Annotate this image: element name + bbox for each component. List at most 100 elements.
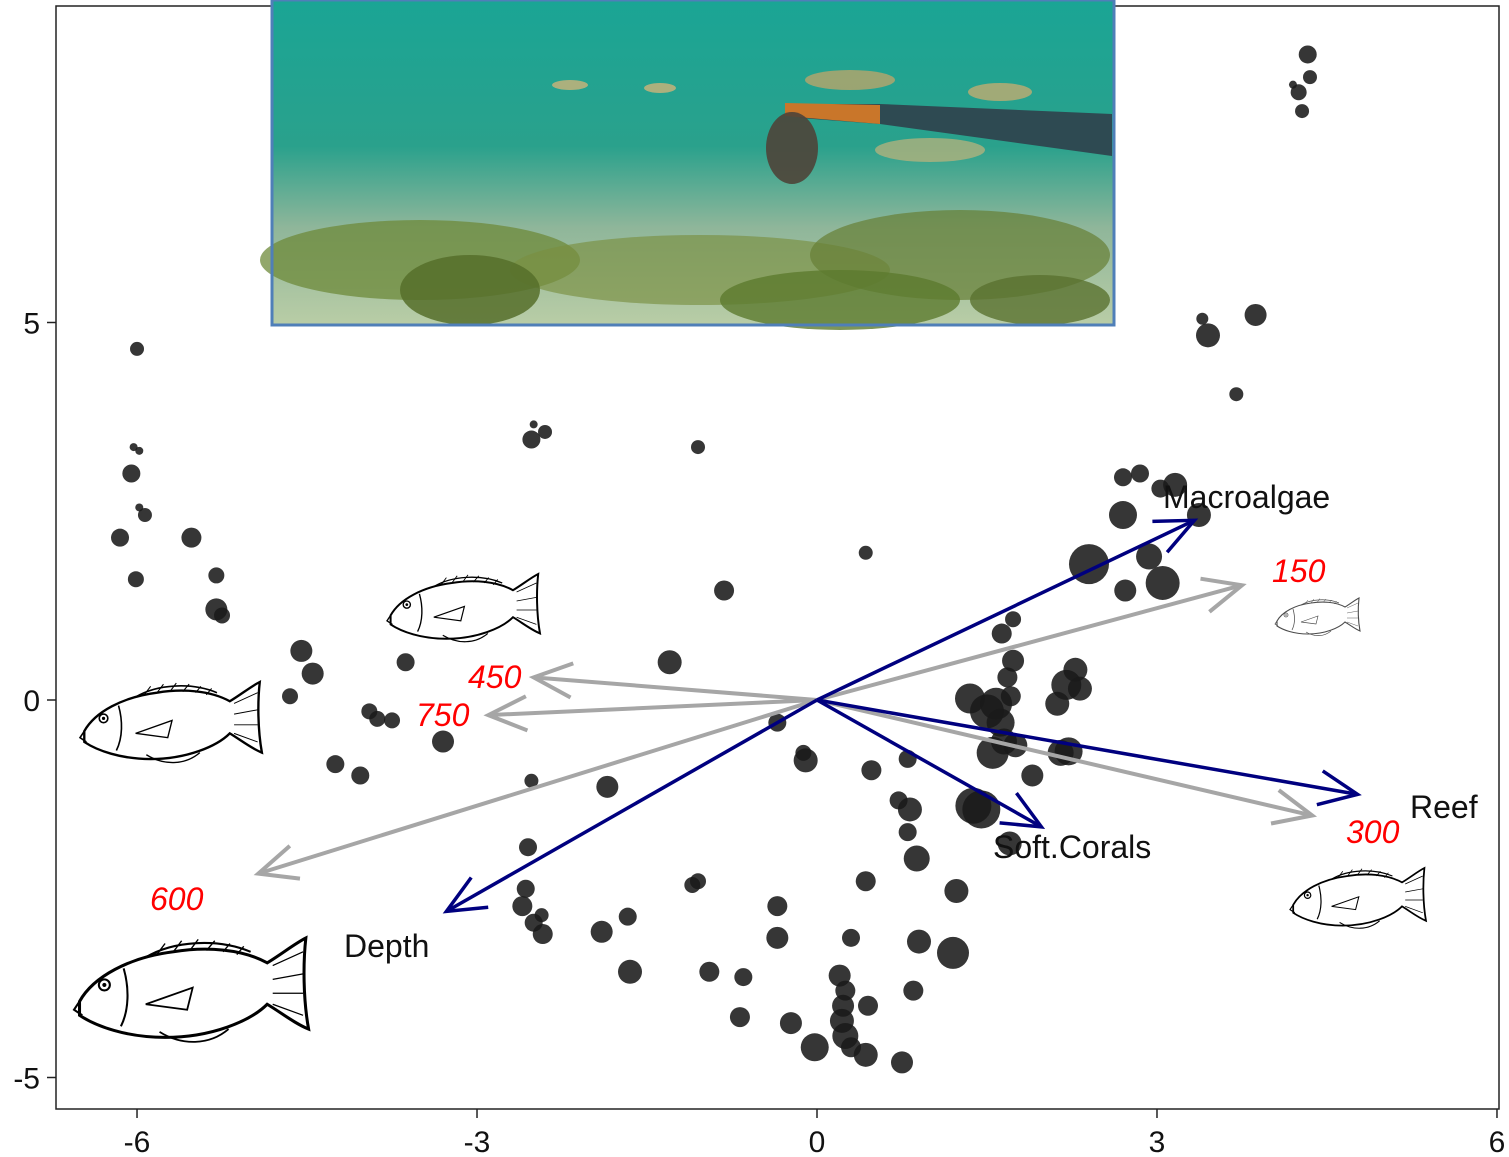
underwater-photo-inset <box>260 0 1116 330</box>
data-point <box>137 508 152 523</box>
data-point <box>906 929 931 954</box>
data-point <box>1067 676 1092 701</box>
data-point <box>793 748 818 773</box>
data-point <box>857 995 878 1016</box>
env-vector-reef-line <box>816 698 1358 797</box>
size-vector-600-line <box>257 698 818 876</box>
y-tick-label: -5 <box>13 1063 40 1096</box>
env-vector-label-soft-corals: Soft.Corals <box>993 829 1151 865</box>
data-point <box>1196 312 1209 325</box>
data-point <box>1063 657 1088 682</box>
size-vector-300-arrowhead <box>1270 788 1318 826</box>
data-point <box>290 639 313 662</box>
data-point <box>351 766 370 785</box>
data-point <box>766 926 789 949</box>
fish-illustration-450-icon <box>386 573 541 643</box>
data-point <box>903 980 924 1001</box>
size-vector-label-600: 600 <box>150 881 204 917</box>
y-tick-label: 0 <box>23 685 40 718</box>
data-point <box>214 607 231 624</box>
fish-illustration-300-icon <box>1289 867 1427 930</box>
size-vector-label-300: 300 <box>1346 814 1400 850</box>
data-point <box>890 1051 913 1074</box>
size-vector-450-line <box>533 675 818 702</box>
x-tick-label: -6 <box>124 1126 151 1157</box>
data-point <box>1302 70 1317 85</box>
data-point <box>1288 80 1297 89</box>
data-point <box>590 920 613 943</box>
data-point <box>800 1033 829 1062</box>
x-tick-label: -3 <box>464 1126 491 1157</box>
data-point <box>944 879 969 904</box>
env-vector-macroalgae-arrowhead <box>1152 518 1199 554</box>
size-vector-600-arrowhead <box>253 844 301 881</box>
data-point <box>519 838 538 857</box>
data-point <box>618 959 643 984</box>
data-point <box>1108 501 1137 530</box>
y-tick-label: 5 <box>23 308 40 341</box>
data-point <box>853 1042 878 1067</box>
data-point <box>991 623 1012 644</box>
env-vector-layer: Macroalgae Reef Soft.Corals Depth <box>344 479 1478 964</box>
size-vector-label-450: 450 <box>468 659 522 695</box>
x-tick-label: 6 <box>1489 1126 1506 1157</box>
data-point <box>369 710 386 727</box>
data-point <box>532 924 553 945</box>
size-vector-300-line <box>816 698 1313 818</box>
data-point <box>729 1007 750 1028</box>
env-vector-depth-arrowhead <box>442 876 489 914</box>
env-vector-label-macroalgae: Macroalgae <box>1163 479 1330 515</box>
data-point <box>512 896 533 917</box>
data-point <box>997 831 1022 856</box>
x-tick-label: 0 <box>809 1126 826 1157</box>
data-point <box>432 730 455 753</box>
x-tick-label: 3 <box>1149 1126 1166 1157</box>
size-vector-150-arrowhead <box>1200 576 1247 614</box>
data-point <box>1298 45 1317 64</box>
size-vector-150-line <box>816 583 1243 702</box>
size-vector-750-line <box>488 698 818 718</box>
data-point <box>1002 649 1025 672</box>
data-point <box>1229 387 1244 402</box>
data-point <box>326 755 345 774</box>
fish-illustration-small-icon <box>1274 597 1361 637</box>
data-point <box>282 688 299 705</box>
data-point <box>524 773 539 788</box>
data-point <box>1045 691 1070 716</box>
data-point <box>538 424 553 439</box>
data-point <box>1136 543 1163 570</box>
data-point <box>127 571 144 588</box>
data-point <box>1244 303 1267 326</box>
data-point <box>903 845 930 872</box>
data-point <box>1130 464 1149 483</box>
data-point <box>1145 565 1180 600</box>
data-point <box>962 790 1001 829</box>
data-point <box>779 1012 802 1035</box>
data-point <box>1295 104 1310 119</box>
env-vector-soft-corals-line <box>816 698 1043 829</box>
data-point <box>1005 611 1022 628</box>
data-point <box>396 653 415 672</box>
data-point <box>1113 468 1132 487</box>
fish-illustration-750-icon <box>78 680 264 764</box>
data-point <box>1163 472 1188 497</box>
data-point <box>858 545 873 560</box>
size-vector-450-arrowhead <box>528 661 574 700</box>
size-vector-label-150: 150 <box>1272 553 1326 589</box>
data-point <box>522 430 541 449</box>
env-vector-reef-arrowhead <box>1316 769 1362 807</box>
data-point <box>841 928 860 947</box>
data-point <box>936 936 969 969</box>
data-point <box>997 667 1018 688</box>
data-point <box>690 873 707 890</box>
data-point <box>767 896 788 917</box>
data-point <box>1114 579 1137 602</box>
fish-illustration-600-icon <box>72 936 311 1044</box>
size-vector-layer: 150 300 450 600 750 <box>150 553 1400 917</box>
data-point <box>208 567 225 584</box>
env-vector-label-depth: Depth <box>344 928 429 964</box>
data-point <box>135 446 144 455</box>
env-vector-label-reef: Reef <box>1410 789 1478 825</box>
axes-layer: -6 -3 0 3 6 -5 0 5 <box>13 308 1505 1157</box>
